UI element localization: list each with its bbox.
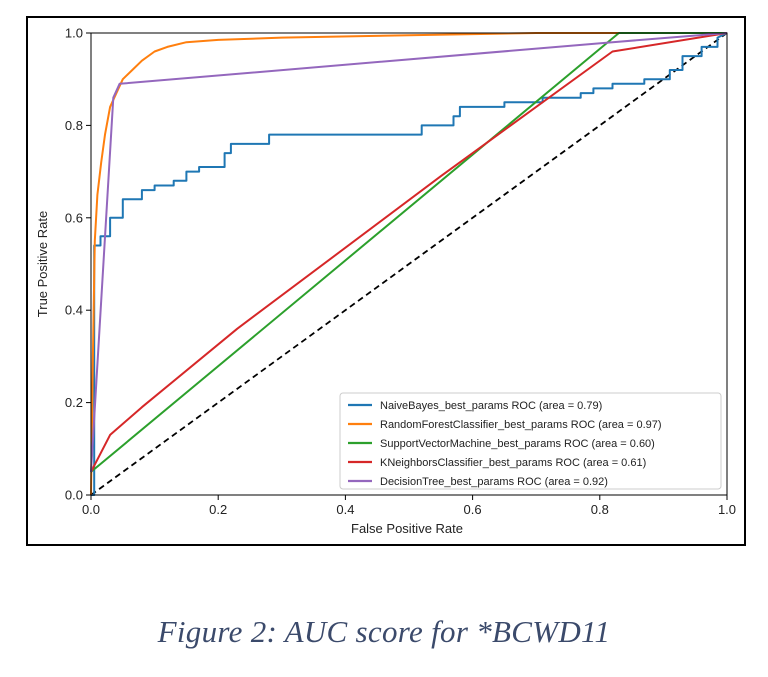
x-tick-label: 0.0 [82, 502, 100, 517]
roc-chart: 0.0 0.2 0.4 0.6 0.8 1.0 0.0 0.2 0.4 0.6 0.8 1.0 Fals… [35, 26, 736, 537]
x-tick-label: 0.2 [209, 502, 227, 517]
y-tick-label: 0.6 [65, 210, 83, 225]
series-line-1 [90, 32, 727, 496]
series-line-3 [90, 32, 728, 473]
x-tick-label: 0.4 [336, 502, 354, 517]
diagonal-reference-line [90, 32, 728, 496]
x-tick-label: 1.0 [718, 502, 736, 517]
x-tick-label: 0.8 [591, 502, 609, 517]
series-line-0 [91, 32, 728, 496]
figure-caption: Figure 2: AUC score for *BCWD11 [157, 614, 611, 649]
legend-label-1: RandomForestClassifier_best_params ROC (… [380, 419, 662, 431]
legend-label-2: SupportVectorMachine_best_params ROC (ar… [380, 438, 655, 450]
axes-frame [90, 32, 728, 496]
legend-label-0: NaiveBayes_best_params ROC (area = 0.79) [380, 400, 602, 412]
y-tick-label: 0.2 [65, 395, 83, 410]
x-axis-label: False Positive Rate [351, 521, 463, 536]
legend-box [339, 392, 722, 490]
legend-label-4: DecisionTree_best_params ROC (area = 0.9… [380, 476, 608, 488]
y-tick-label: 1.0 [65, 26, 83, 41]
legend-label-3: KNeighborsClassifier_best_params ROC (ar… [380, 457, 646, 469]
series-line-4 [90, 32, 728, 472]
y-axis-label: True Positive Rate [35, 211, 50, 317]
y-tick-label: 0.4 [65, 303, 83, 318]
y-tick-label: 0.8 [65, 118, 83, 133]
y-tick-label: 0.0 [65, 488, 83, 503]
x-tick-label: 0.6 [464, 502, 482, 517]
